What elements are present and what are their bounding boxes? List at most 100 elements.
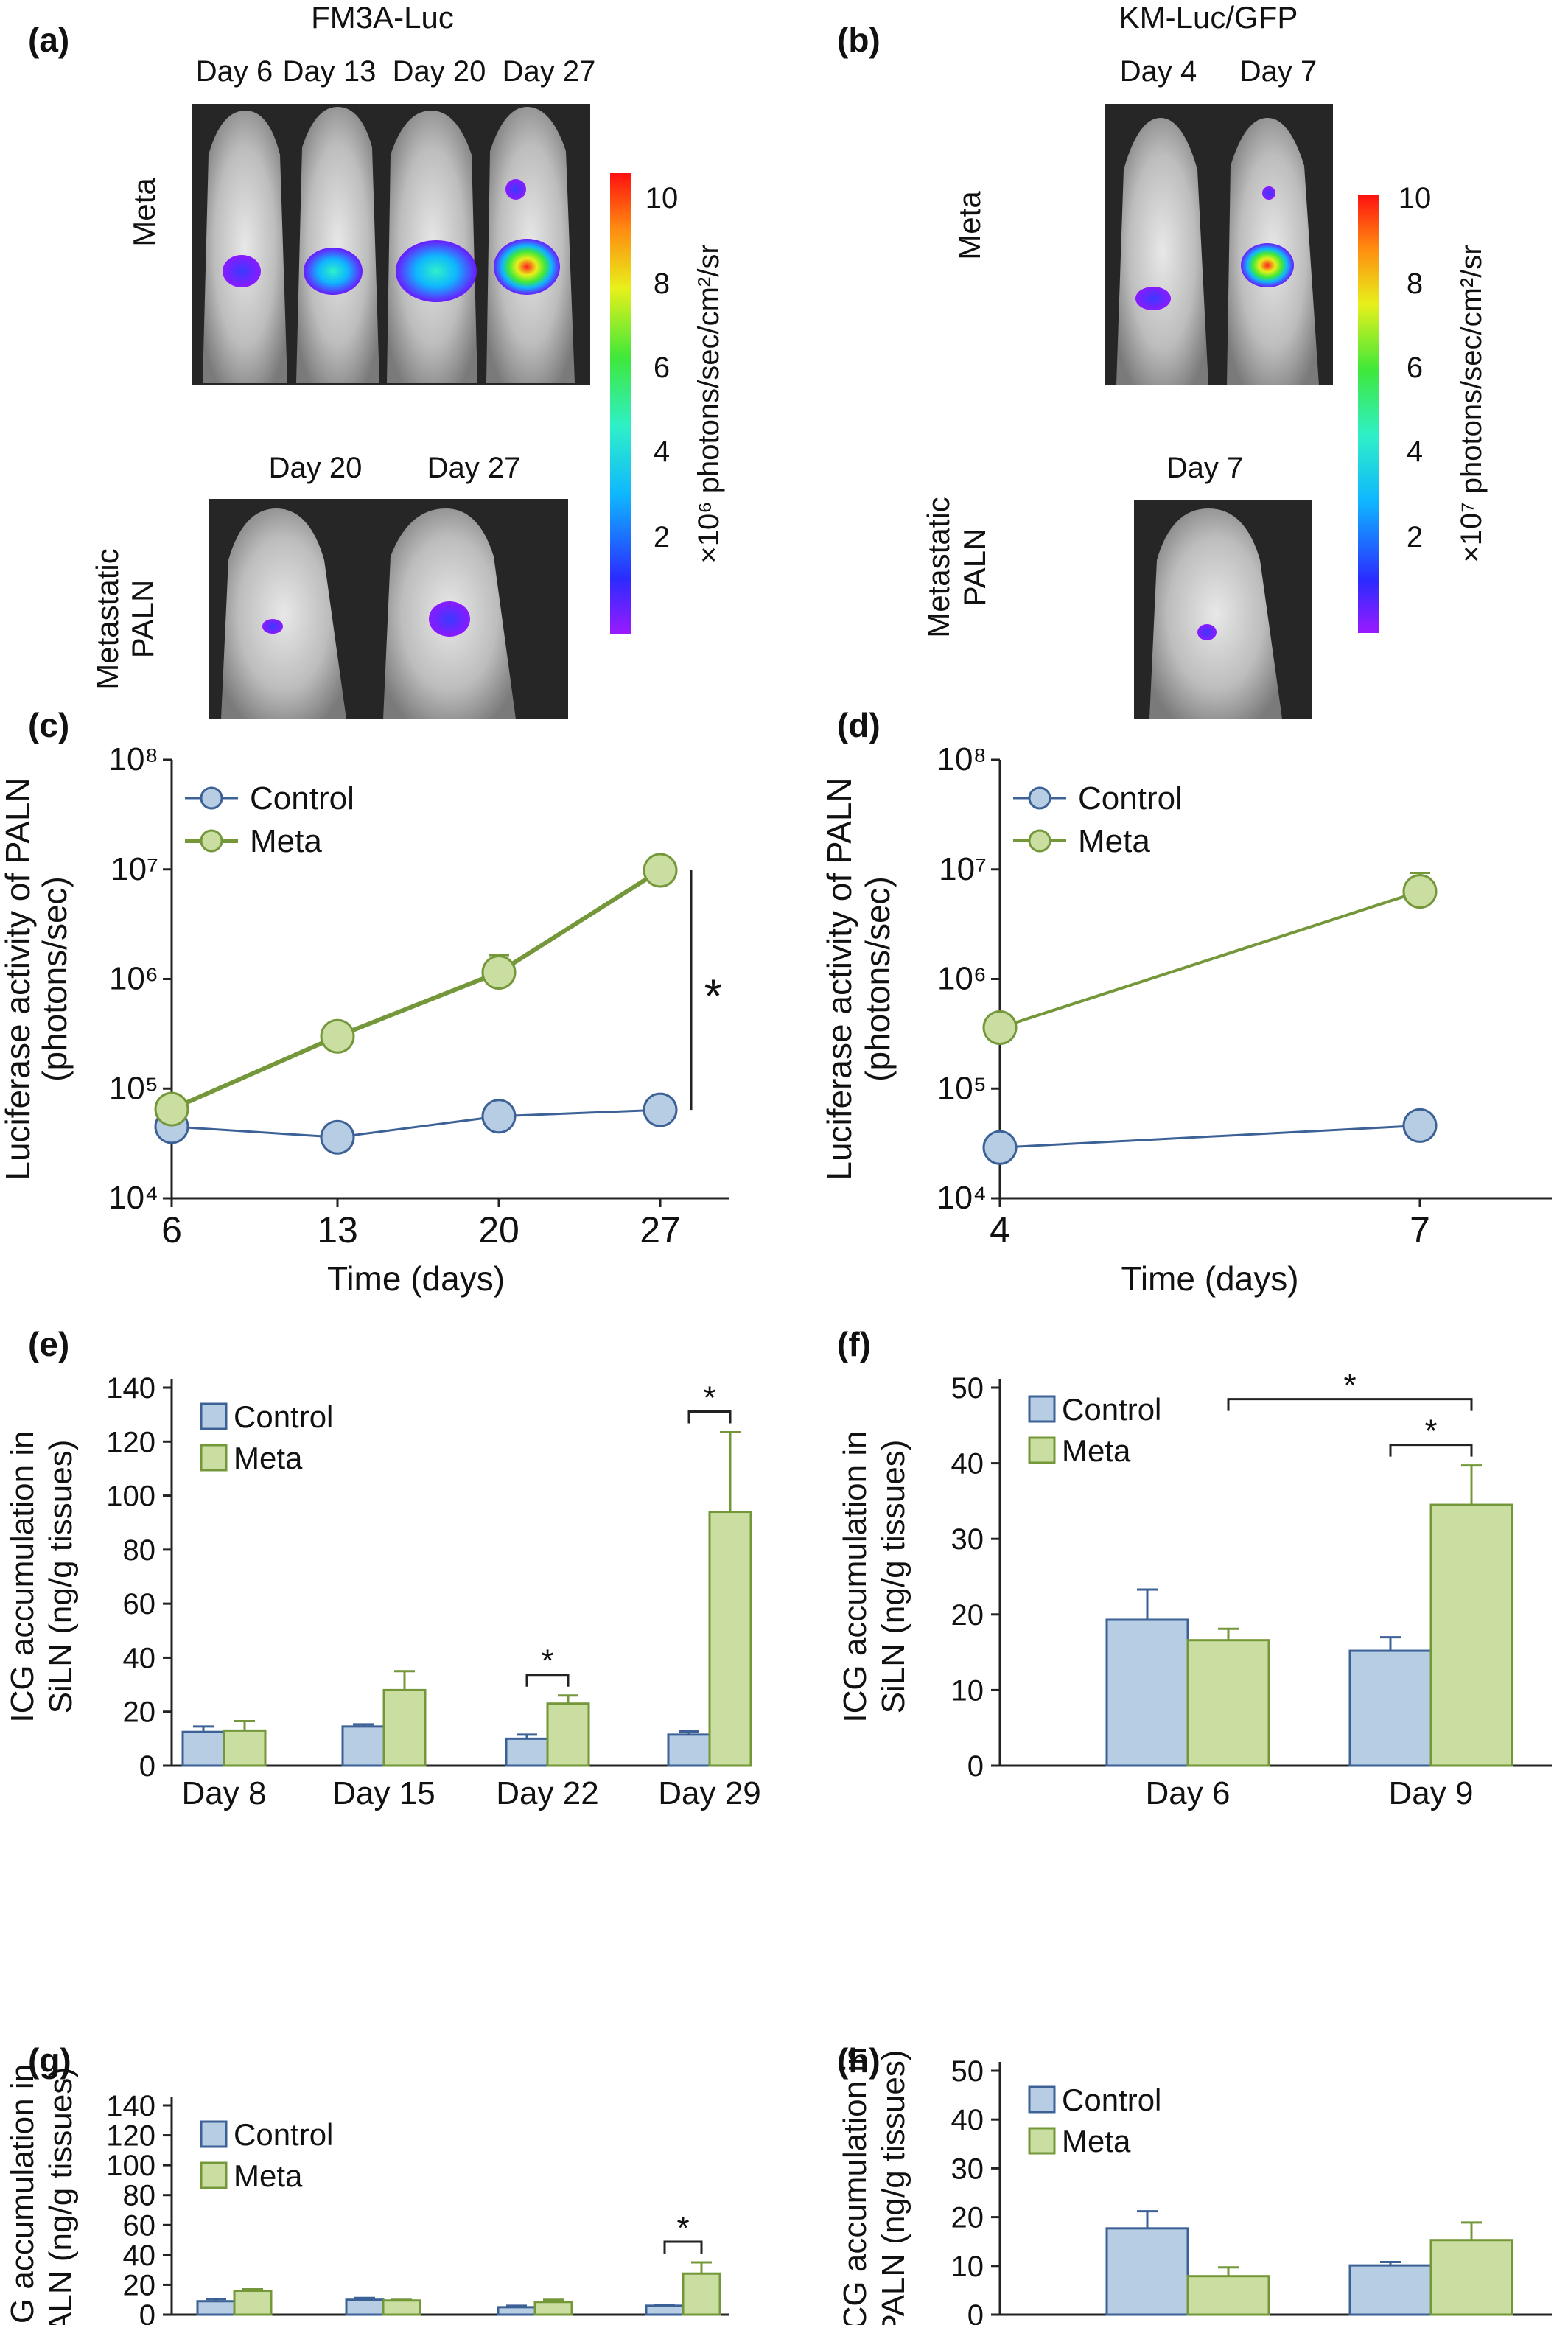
y-tick-label: 100 xyxy=(106,1480,155,1513)
bar-control xyxy=(1105,2227,1189,2316)
y-tick-label: 10⁴ xyxy=(937,1180,987,1216)
y-tick-label: 10⁸ xyxy=(108,741,158,777)
legend-marker xyxy=(1028,1436,1056,1464)
luciferase-signal xyxy=(396,240,477,302)
legend-marker xyxy=(1028,786,1051,810)
y-tick-label: 40 xyxy=(123,1642,156,1674)
panel-letter: (f) xyxy=(837,1325,871,1363)
colorbar-unit: ×10⁶ photons/sec/cm²/sr xyxy=(693,244,725,563)
panel-letter: (c) xyxy=(28,706,69,744)
x-tick-label: Day 29 xyxy=(658,1775,760,1811)
y-tick-label: 30 xyxy=(951,2153,984,2185)
chart-c: (c) 10⁴ 10⁵ 10⁶ 10⁷ 10⁸ 6 13 20 27 Time (days) Luci… xyxy=(0,706,729,1298)
bar-control xyxy=(1348,2264,1432,2316)
data-point-control xyxy=(481,1099,517,1134)
y-tick-label: 10 xyxy=(951,2251,984,2283)
series-line-control xyxy=(171,1108,661,1139)
x-axis-label: Time (days) xyxy=(327,1259,505,1298)
significance-star: * xyxy=(676,2210,689,2246)
luciferase-signal xyxy=(1135,287,1171,310)
legend-label: Control xyxy=(1062,2083,1161,2117)
data-point-meta xyxy=(154,1091,189,1127)
y-axis-label: (photons/sec) xyxy=(35,876,74,1082)
panel-a-letter: (a) xyxy=(28,21,69,59)
panel-b-paln-label-2: PALN xyxy=(957,528,992,607)
significance-bracket xyxy=(687,1410,732,1424)
y-tick-label: 10⁵ xyxy=(937,1070,987,1106)
luciferase-signal xyxy=(304,248,363,295)
panel-a-paln-day-2: Day 27 xyxy=(427,452,521,484)
y-tick-label: 80 xyxy=(123,2180,156,2212)
y-tick-label: 120 xyxy=(106,1426,155,1458)
x-tick-label: 20 xyxy=(478,1209,519,1251)
data-point-meta xyxy=(1402,874,1438,909)
y-axis-label: Luciferase activity of PALN xyxy=(0,777,37,1180)
y-tick-label: 0 xyxy=(139,2299,155,2325)
legend-label: Control xyxy=(1062,1392,1161,1427)
legend-label: Meta xyxy=(234,2158,303,2193)
colorbar-tick: 6 xyxy=(654,352,670,384)
luciferase-signal xyxy=(494,239,560,295)
x-tick-label: 4 xyxy=(990,1209,1010,1251)
significance-bracket xyxy=(663,2240,703,2254)
chart-f: (f) 0 10 20 30 40 50 ICG accumulation in SiLN (n… xyxy=(837,1325,1552,1811)
panel-b-title: KM-Luc/GFP xyxy=(1119,0,1298,35)
legend-label: Control xyxy=(234,2117,333,2152)
legend-label: Meta xyxy=(250,823,322,859)
significance-star: * xyxy=(703,1380,715,1416)
panel-a-meta-day-2: Day 13 xyxy=(283,55,377,88)
bar-meta xyxy=(533,2301,573,2316)
series-line-control xyxy=(999,1124,1421,1149)
bar-meta xyxy=(1429,2239,1513,2316)
bar-control xyxy=(505,1737,549,1767)
y-tick-label: 120 xyxy=(106,2120,155,2153)
x-tick-label: 13 xyxy=(317,1209,358,1251)
panel-a-paln-label-1: Metastatic xyxy=(90,548,125,689)
x-tick-label: Day 22 xyxy=(496,1775,598,1811)
colorbar-tick: 10 xyxy=(645,182,679,214)
y-tick-label: 10⁷ xyxy=(111,851,158,887)
bar-control xyxy=(341,1725,385,1767)
data-point-meta xyxy=(320,1018,355,1054)
data-point-control xyxy=(643,1092,678,1127)
luciferase-signal xyxy=(429,601,470,637)
panel-a-title: FM3A-Luc xyxy=(311,0,454,35)
data-point-control xyxy=(320,1119,355,1155)
bar-control xyxy=(497,2306,536,2316)
y-axis-label: PALN (ng/g tissues) xyxy=(43,2067,79,2325)
bar-control xyxy=(1348,1649,1432,1767)
panel-a-paln-day-1: Day 20 xyxy=(269,452,363,484)
y-axis-label: Luciferase activity of PALN xyxy=(820,777,858,1180)
x-axis-label: Time (days) xyxy=(1121,1259,1298,1298)
y-tick-label: 60 xyxy=(123,1588,156,1620)
luciferase-signal xyxy=(505,179,526,200)
bar-meta xyxy=(708,1511,752,1767)
panel-b-meta-label: Meta xyxy=(952,191,987,260)
panel-a-paln-label-2: PALN xyxy=(125,580,160,659)
bar-control xyxy=(667,1733,711,1767)
significance-star: * xyxy=(541,1643,553,1679)
colorbar-unit: ×10⁷ photons/sec/cm²/sr xyxy=(1455,245,1488,562)
panel-b: (b) KM-Luc/GFP Day 4 Day 7 Meta Day 7 Me… xyxy=(837,0,1488,719)
y-tick-label: 20 xyxy=(951,2202,984,2234)
legend-label: Control xyxy=(250,780,354,817)
chart-h: (h) 0 10 20 30 40 50 ICG accumulation in PALN (n… xyxy=(837,2041,1552,2325)
y-tick-label: 10⁴ xyxy=(108,1180,158,1216)
y-tick-label: 10⁶ xyxy=(109,961,158,997)
y-axis-label: ICG accumulation in xyxy=(4,2064,41,2325)
y-tick-label: 20 xyxy=(123,1696,156,1729)
data-point-control xyxy=(1402,1108,1438,1143)
luciferase-signal xyxy=(223,255,261,287)
y-axis-label: ICG accumulation in xyxy=(837,2046,873,2325)
legend-marker xyxy=(200,1444,228,1472)
bar-meta xyxy=(223,1729,267,1767)
colorbar-tick: 2 xyxy=(1407,521,1423,553)
panel-letter: (g) xyxy=(28,2041,71,2080)
legend-label: Control xyxy=(234,1399,333,1434)
y-tick-label: 10⁵ xyxy=(109,1070,158,1106)
panel-letter: (h) xyxy=(837,2041,881,2080)
y-tick-label: 50 xyxy=(951,2055,984,2088)
panel-letter: (d) xyxy=(837,706,881,744)
